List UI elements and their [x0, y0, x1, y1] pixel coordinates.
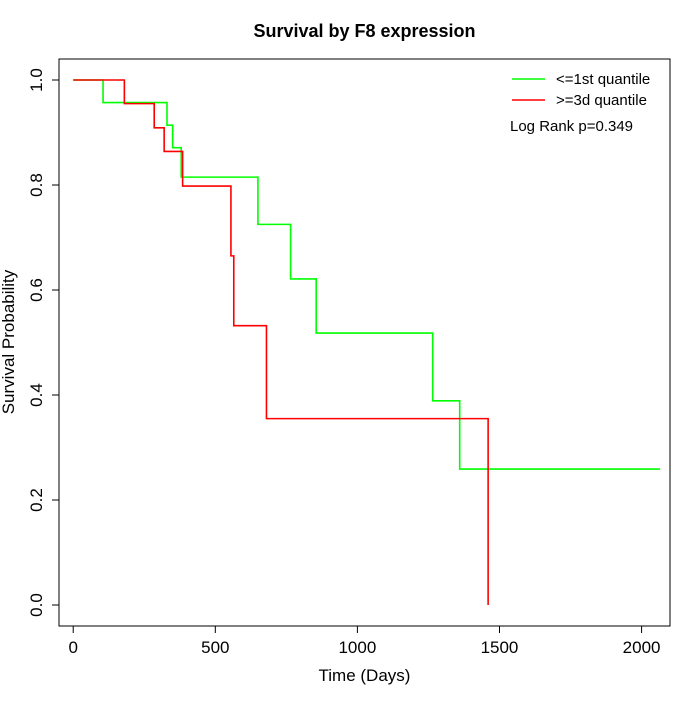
legend-label: >=3d quantile [556, 92, 647, 109]
legend-label: <=1st quantile [556, 71, 650, 88]
y-tick-label: 0.2 [27, 488, 46, 512]
survival-curve-1 [73, 79, 661, 470]
x-tick-label: 1000 [338, 638, 376, 657]
y-tick-label: 0.6 [27, 278, 46, 302]
y-tick-label: 0.4 [27, 383, 46, 407]
series-layer [73, 79, 661, 605]
y-tick-label: 0.0 [27, 593, 46, 617]
y-tick-label: 1.0 [27, 68, 46, 92]
y-axis: 0.0 0.2 0.4 0.6 0.8 1.0 [27, 68, 59, 617]
x-tick-label: 1500 [481, 638, 519, 657]
x-axis-label: Time (Days) [319, 666, 411, 685]
survival-curve-2 [73, 79, 489, 605]
plot-frame [58, 58, 671, 627]
x-tick-label: 2000 [623, 638, 661, 657]
x-axis: 0 500 1000 1500 2000 [68, 626, 660, 657]
y-tick-label: 0.8 [27, 173, 46, 197]
y-axis-label: Survival Probability [0, 269, 18, 414]
x-tick-label: 500 [201, 638, 229, 657]
legend: <=1st quantile >=3d quantile [512, 71, 650, 109]
chart-title: Survival by F8 expression [253, 21, 475, 41]
logrank-annotation: Log Rank p=0.349 [510, 118, 633, 135]
x-tick-label: 0 [68, 638, 77, 657]
